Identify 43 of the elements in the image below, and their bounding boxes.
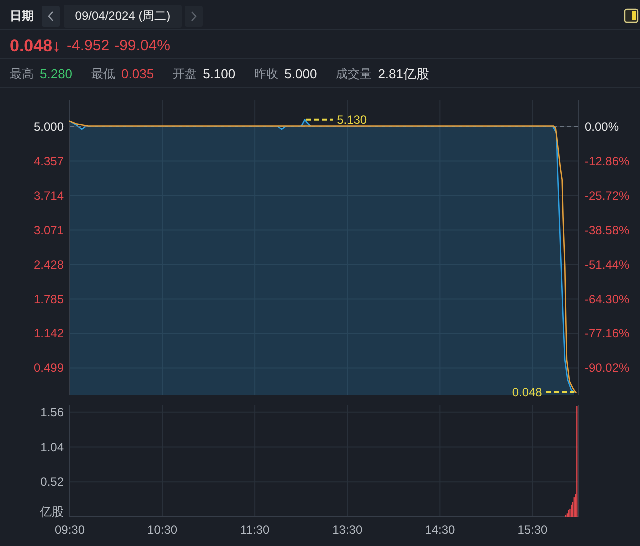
- text: 最高: [10, 67, 34, 81]
- y-tick-label: 1.785: [34, 292, 64, 306]
- text: 5.280: [40, 66, 73, 82]
- text: 最低: [92, 67, 116, 81]
- y-tick-label: 0.52: [40, 475, 64, 490]
- text: -4.952: [67, 38, 110, 54]
- text: 开盘: [173, 67, 198, 81]
- y-tick-label: 5.000: [34, 120, 64, 134]
- text: 09/04/2024 (周二): [75, 9, 171, 23]
- text: -99.04%: [114, 38, 170, 54]
- y-tick-label: 1.56: [40, 405, 64, 420]
- text: 0.00%: [585, 120, 620, 134]
- text: -64.30%: [585, 292, 630, 306]
- y-tick-label: 4.357: [34, 154, 64, 168]
- y-tick-label: 2.428: [34, 258, 64, 272]
- text: 2.81亿股: [378, 66, 430, 82]
- text: 昨收: [254, 67, 279, 81]
- x-tick-label: 11:30: [240, 523, 270, 537]
- text: -51.44%: [585, 258, 630, 272]
- text: -38.58%: [585, 223, 630, 238]
- text: 成交量: [336, 67, 372, 81]
- x-tick-label: 14:30: [425, 523, 456, 537]
- text: -25.72%: [585, 188, 630, 203]
- y-tick-label: 3.071: [34, 223, 64, 238]
- x-tick-label: 13:30: [332, 523, 363, 537]
- text: 5.000: [284, 66, 318, 82]
- annotation: 0.048: [512, 385, 543, 400]
- x-tick-label: 15:30: [518, 523, 548, 537]
- y-tick-label: 3.714: [34, 188, 64, 203]
- x-tick-label: 09:30: [54, 523, 86, 537]
- text: 日期: [10, 9, 34, 23]
- y-tick-label: 0.499: [34, 361, 64, 376]
- y-axis-title: 亿股: [39, 505, 64, 519]
- y-tick-label: 1.04: [40, 440, 64, 454]
- text: 0.048↓: [10, 36, 62, 56]
- text: -77.16%: [585, 326, 630, 341]
- text: 5.100: [203, 66, 236, 82]
- y-tick-label: 1.142: [34, 326, 64, 341]
- annotation: 5.130: [337, 112, 368, 127]
- text: 0.035: [122, 66, 154, 82]
- text: -12.86%: [585, 154, 630, 168]
- text: -90.02%: [585, 361, 630, 376]
- x-tick-label: 10:30: [148, 523, 178, 537]
